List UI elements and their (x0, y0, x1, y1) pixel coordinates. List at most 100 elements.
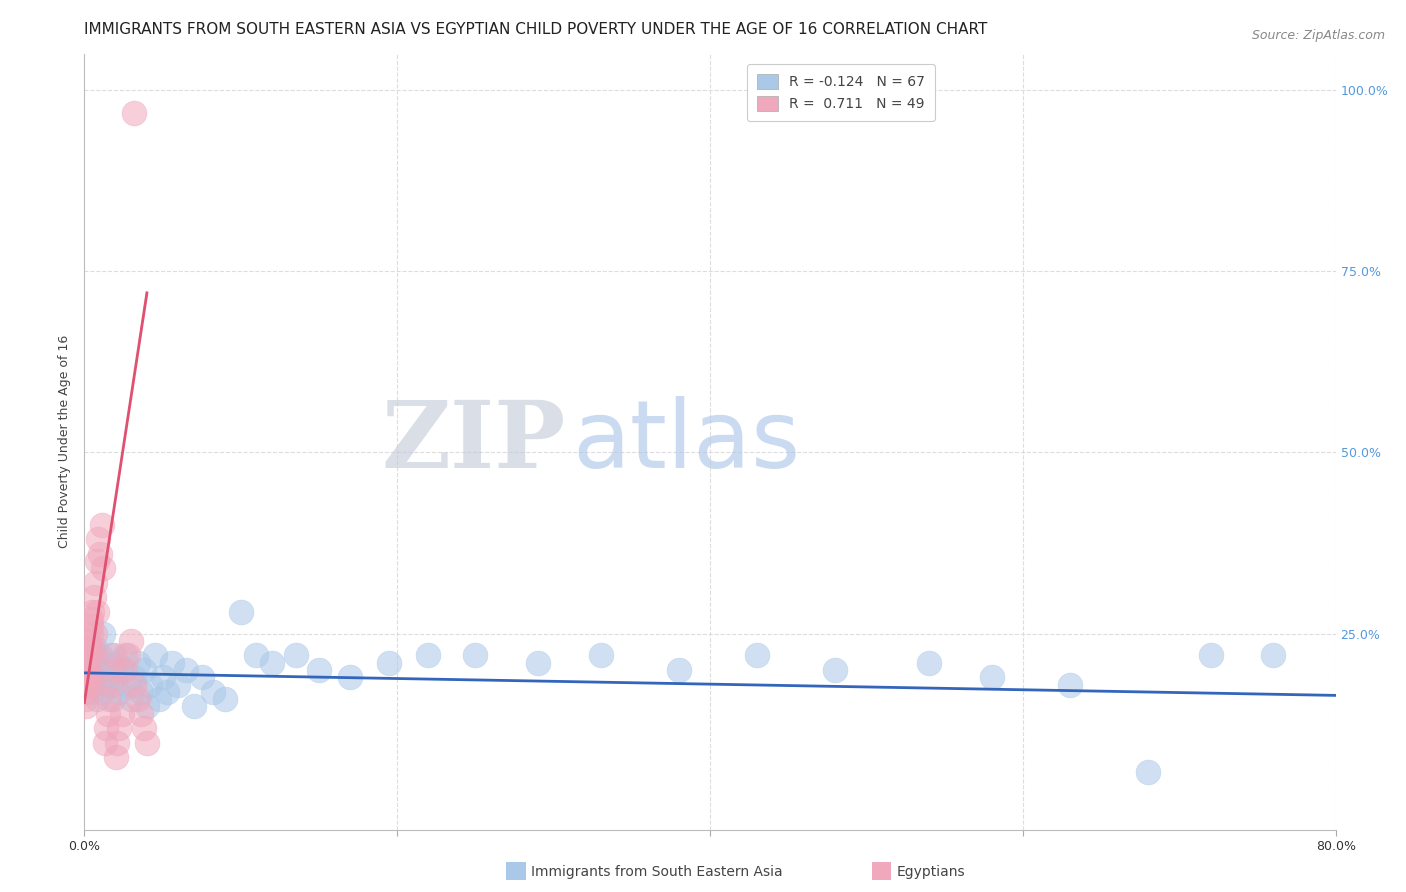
Point (129, 685, 152, 699)
Point (98, 670, 121, 684)
Point (75, 692, 97, 706)
Point (82, 677, 104, 691)
Point (76, 648, 98, 663)
Point (75, 677, 97, 691)
Point (284, 648, 307, 663)
Point (77, 648, 100, 663)
Point (90, 685, 112, 699)
Legend: R = -0.124   N = 67, R =  0.711   N = 49: R = -0.124 N = 67, R = 0.711 N = 49 (748, 64, 935, 121)
Point (90, 518, 112, 533)
Point (82, 685, 104, 699)
Point (124, 677, 146, 691)
Point (97, 706, 120, 721)
Point (229, 605, 252, 619)
Point (183, 699, 205, 714)
Point (76, 656, 98, 670)
Point (97, 663, 120, 677)
Point (103, 648, 125, 663)
Point (378, 656, 401, 670)
Point (245, 648, 267, 663)
Point (93, 735, 115, 749)
Point (86, 605, 108, 619)
Point (464, 648, 486, 663)
Point (132, 721, 155, 735)
Point (77, 677, 100, 691)
Point (745, 648, 768, 663)
Point (148, 692, 170, 706)
Point (107, 721, 129, 735)
Point (89, 547, 111, 561)
Point (1199, 648, 1222, 663)
Point (156, 685, 179, 699)
Point (89, 648, 111, 663)
Point (82, 641, 104, 656)
Point (105, 735, 128, 749)
Point (104, 670, 127, 684)
Point (76, 656, 98, 670)
Y-axis label: Child Poverty Under the Age of 16: Child Poverty Under the Age of 16 (58, 334, 72, 549)
Point (104, 750, 127, 764)
Point (980, 670, 1002, 684)
Point (124, 106, 146, 120)
Text: IMMIGRANTS FROM SOUTH EASTERN ASIA VS EGYPTIAN CHILD POVERTY UNDER THE AGE OF 16: IMMIGRANTS FROM SOUTH EASTERN ASIA VS EG… (84, 22, 988, 37)
Point (83, 648, 105, 663)
Point (117, 677, 139, 691)
Point (96, 677, 118, 691)
Point (167, 677, 190, 691)
Point (100, 677, 122, 691)
Point (91, 626, 114, 640)
Point (76, 677, 98, 691)
Point (84, 626, 107, 640)
Point (117, 648, 139, 663)
Point (111, 663, 134, 677)
Point (1059, 677, 1081, 691)
Point (160, 656, 183, 670)
Point (83, 648, 105, 663)
Point (75, 685, 97, 699)
Point (262, 656, 284, 670)
Point (129, 706, 152, 721)
Point (79, 619, 101, 633)
Point (75, 699, 97, 714)
Point (668, 663, 690, 677)
Point (87, 663, 110, 677)
Point (75, 663, 97, 677)
Text: Egyptians: Egyptians (897, 865, 966, 880)
Point (82, 605, 104, 619)
Point (77, 648, 100, 663)
Point (120, 692, 142, 706)
Point (824, 663, 846, 677)
Point (139, 677, 162, 691)
Point (143, 648, 166, 663)
Point (82, 670, 104, 684)
Point (86, 692, 108, 706)
Point (1263, 648, 1285, 663)
Point (79, 670, 101, 684)
Point (136, 735, 159, 749)
Point (76, 670, 98, 684)
Point (918, 656, 941, 670)
Point (84, 677, 107, 691)
Point (418, 648, 440, 663)
Point (98, 692, 121, 706)
Point (101, 692, 124, 706)
Point (96, 721, 118, 735)
Point (114, 663, 136, 677)
Point (84, 576, 107, 591)
Point (308, 663, 330, 677)
Point (214, 692, 236, 706)
Point (107, 685, 129, 699)
Point (527, 656, 550, 670)
Point (1136, 764, 1159, 779)
Point (124, 670, 146, 684)
Point (120, 634, 142, 648)
Point (152, 670, 174, 684)
Text: Source: ZipAtlas.com: Source: ZipAtlas.com (1251, 29, 1385, 42)
Point (132, 663, 155, 677)
Point (111, 706, 134, 721)
Point (79, 663, 101, 677)
Point (83, 591, 105, 605)
Point (589, 648, 612, 663)
Point (201, 685, 224, 699)
Point (127, 692, 149, 706)
